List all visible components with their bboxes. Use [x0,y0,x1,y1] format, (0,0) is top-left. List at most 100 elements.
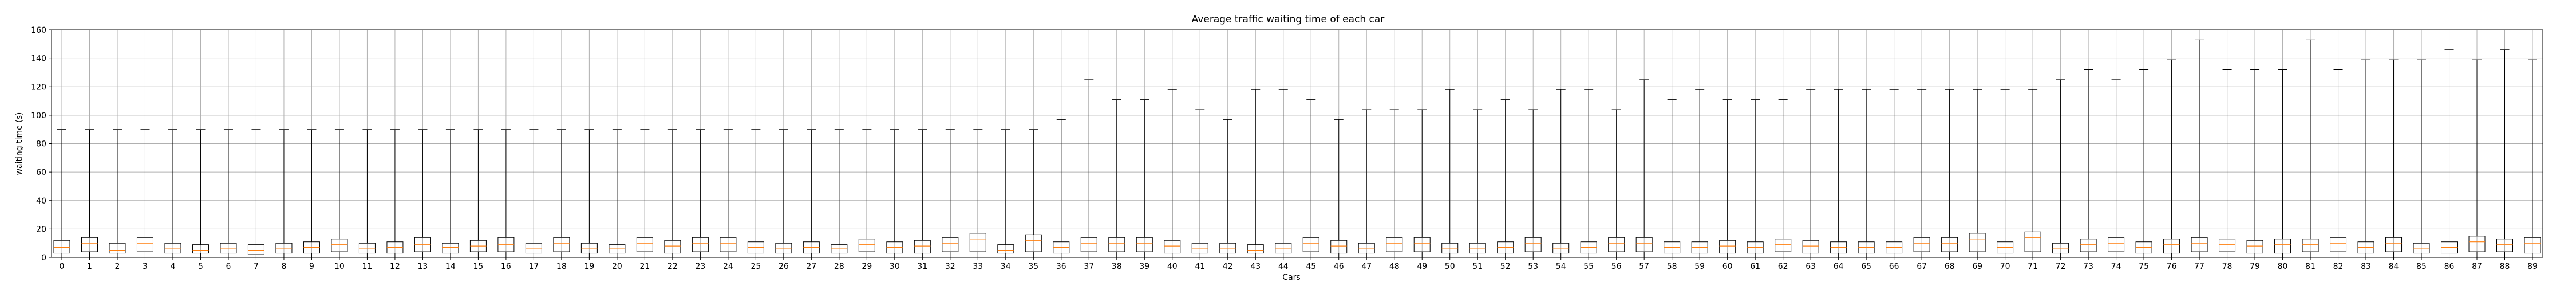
box-iqr [1802,240,1819,254]
box-iqr [331,239,348,252]
box-car-14 [442,129,459,258]
box-iqr [525,243,542,254]
box-iqr [1302,237,1319,252]
box-car-75 [2135,69,2152,258]
box-iqr [2413,243,2430,254]
box-car-87 [2468,59,2486,258]
box-car-15 [469,129,487,258]
x-tick-label: 59 [1694,262,1705,271]
box-car-22 [664,129,681,258]
box-car-17 [525,129,542,258]
box-car-53 [1524,109,1542,258]
x-tick-label: 16 [501,262,511,271]
x-tick-label: 2 [115,262,120,271]
box-car-74 [2108,79,2125,258]
box-iqr [2219,239,2236,252]
box-car-68 [1941,89,1958,258]
box-car-9 [303,129,320,258]
box-car-5 [192,129,209,258]
box-iqr [1136,237,1153,252]
box-iqr [53,240,70,254]
box-iqr [664,240,681,254]
box-car-35 [1025,129,1042,258]
y-tick-label: 160 [31,26,46,35]
box-car-67 [1913,89,1930,258]
box-car-66 [1886,89,1903,258]
box-car-43 [1247,89,1264,258]
x-tick-label: 41 [1195,262,1205,271]
box-iqr [1469,243,1486,254]
x-tick-label: 49 [1417,262,1427,271]
x-tick-label: 24 [723,262,733,271]
box-car-57 [1635,79,1653,258]
x-tick-label: 61 [1750,262,1760,271]
x-tick-label: 31 [917,262,927,271]
box-car-8 [275,129,293,258]
x-tick-label: 30 [890,262,900,271]
x-tick-label: 58 [1667,262,1677,271]
box-iqr [942,237,959,252]
grid-lines [52,29,2543,258]
x-tick-label: 0 [60,262,65,271]
x-tick-label: 80 [2278,262,2288,271]
box-iqr [220,243,237,254]
x-tick-label: 19 [584,262,594,271]
x-tick-label: 50 [1445,262,1455,271]
x-tick-label: 63 [1805,262,1816,271]
box-iqr [2274,239,2291,254]
x-axis: 0 1 2 3 4 5 6 7 8 9 10 11 12 13 14 15 16 17 18 19 20 21 22 23 24… [60,257,2538,271]
chart-title: Average traffic waiting time of each car [1192,14,1385,25]
box-car-84 [2385,59,2403,258]
box-car-36 [1053,119,1070,258]
x-tick-label: 35 [1028,262,1038,271]
x-tick-label: 70 [2000,262,2010,271]
box-car-58 [1664,99,1681,258]
x-tick-label: 68 [1945,262,1955,271]
box-iqr [636,237,653,252]
box-car-73 [2080,69,2097,258]
box-iqr [275,243,293,254]
box-car-89 [2524,59,2541,258]
x-tick-label: 71 [2028,262,2038,271]
box-iqr [775,243,792,254]
x-tick-label: 10 [334,262,345,271]
box-car-86 [2441,49,2458,258]
box-iqr [2163,239,2180,254]
y-tick-label: 20 [36,225,46,234]
box-car-76 [2163,59,2180,258]
x-tick-label: 87 [2472,262,2482,271]
x-tick-label: 26 [779,262,789,271]
box-car-70 [1997,89,2014,258]
box-car-13 [414,129,431,258]
box-car-39 [1136,99,1153,258]
box-car-30 [886,129,903,258]
x-tick-label: 57 [1639,262,1649,271]
box-car-37 [1080,79,1097,258]
box-car-40 [1164,89,1181,258]
box-car-29 [858,129,875,258]
box-iqr [1969,233,1986,252]
box-iqr [2024,231,2041,252]
x-tick-label: 74 [2111,262,2121,271]
x-tick-label: 77 [2194,262,2204,271]
box-iqr [997,244,1014,254]
x-tick-label: 33 [973,262,983,271]
box-iqr [1552,243,1570,254]
box-iqr [1441,243,1459,254]
box-iqr [1913,237,1930,252]
box-car-0 [53,129,70,258]
box-iqr [969,233,986,252]
x-tick-label: 32 [945,262,955,271]
box-iqr [553,237,570,252]
x-tick-label: 75 [2139,262,2149,271]
box-car-64 [1830,89,1847,258]
box-car-41 [1191,109,1208,258]
y-axis-label: waiting time (s) [15,112,24,175]
x-tick-label: 79 [2250,262,2260,271]
box-car-20 [609,129,626,258]
x-tick-label: 23 [695,262,705,271]
y-axis: 0 20 40 60 80 100 120 140 160 [31,26,52,263]
box-car-56 [1608,109,1625,258]
box-car-10 [331,129,348,258]
x-tick-label: 15 [473,262,484,271]
